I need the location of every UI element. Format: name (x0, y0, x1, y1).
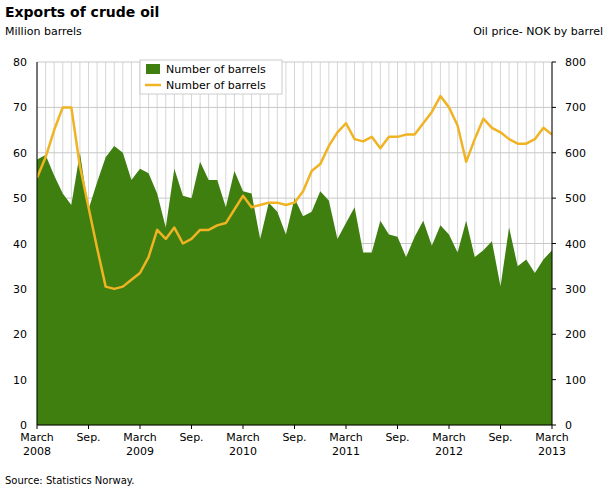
legend-box (140, 60, 282, 94)
x-tick-label: Sep. (282, 431, 306, 444)
x-tick-label-line: March (535, 431, 569, 444)
x-tick-label: Sep. (179, 431, 203, 444)
x-tick (140, 425, 141, 429)
y2-tick-label: 800 (565, 56, 586, 69)
x-tick-label-line: Sep. (179, 431, 203, 444)
x-tick (191, 425, 192, 429)
x-tick-label-line: Sep. (385, 431, 409, 444)
x-tick-label-line: March (226, 431, 260, 444)
y2-tick-label: 200 (565, 328, 586, 341)
y2-tick (552, 243, 556, 244)
y-tick-label: 40 (13, 238, 27, 251)
x-tick (294, 425, 295, 429)
y2-tick-label: 700 (565, 101, 586, 114)
y-grid (37, 107, 552, 108)
x-tick-label: Sep. (385, 431, 409, 444)
y2-tick (552, 152, 556, 153)
y-axis-label: Million barrels (5, 25, 82, 38)
y2-axis-label: Oil price- NOK by barrel (473, 25, 603, 38)
x-tick-label-line: 2011 (332, 445, 360, 458)
x-tick-label-line: March (20, 431, 54, 444)
x-tick-label-line: 2013 (538, 445, 566, 458)
y2-tick (552, 288, 556, 289)
x-tick (346, 425, 347, 429)
x-tick (397, 425, 398, 429)
source: Source: Statistics Norway. (5, 475, 134, 486)
y-tick-label: 30 (13, 283, 27, 296)
y2-axis (552, 62, 553, 425)
y2-tick (552, 425, 556, 426)
x-tick-label: March2010 (226, 431, 260, 458)
y-tick-label: 20 (13, 328, 27, 341)
y-tick-label: 80 (13, 56, 27, 69)
x-tick-label-line: Sep. (76, 431, 100, 444)
y2-tick-label: 600 (565, 147, 586, 160)
chart: Exports of crude oil Million barrels Oil p… (0, 0, 610, 488)
x-tick-label: March2013 (535, 431, 569, 458)
x-tick (88, 425, 89, 429)
x-tick-label: March2011 (329, 431, 363, 458)
y2-tick (552, 107, 556, 108)
legend-swatch (145, 84, 161, 87)
legend-swatch (146, 64, 160, 74)
legend-label: Number of barrels (166, 79, 266, 92)
y2-tick-label: 100 (565, 374, 586, 387)
plot-area (37, 96, 552, 425)
x-tick-label-line: 2012 (435, 445, 463, 458)
x-tick-label-line: 2008 (23, 445, 51, 458)
y2-tick (552, 334, 556, 335)
y-grid (37, 62, 552, 63)
x-tick-label: March2009 (123, 431, 157, 458)
y-tick-label: 50 (13, 192, 27, 205)
x-tick-label-line: March (329, 431, 363, 444)
y-tick-label: 60 (13, 147, 27, 160)
x-tick-label: Sep. (488, 431, 512, 444)
y2-tick (552, 198, 556, 199)
area (37, 146, 552, 425)
x-tick (37, 425, 38, 429)
x-tick-label-line: March (432, 431, 466, 444)
legend-label: Number of barrels (166, 63, 266, 76)
x-tick-label-line: Sep. (282, 431, 306, 444)
x-tick-label-line: March (123, 431, 157, 444)
x-tick-label: Sep. (76, 431, 100, 444)
x-tick (552, 425, 553, 429)
x-tick (449, 425, 450, 429)
y2-tick-label: 400 (565, 238, 586, 251)
y2-tick (552, 379, 556, 380)
y-tick-label: 70 (13, 101, 27, 114)
y-tick-label: 10 (13, 374, 27, 387)
y2-tick (552, 62, 556, 63)
y2-tick-label: 500 (565, 192, 586, 205)
x-tick (500, 425, 501, 429)
x-tick-label: March2008 (20, 431, 54, 458)
x-tick-label-line: 2009 (126, 445, 154, 458)
x-tick-label: March2012 (432, 431, 466, 458)
line (37, 96, 552, 289)
y-axis (37, 62, 38, 425)
x-tick-label-line: Sep. (488, 431, 512, 444)
x-tick-label-line: 2010 (229, 445, 257, 458)
x-grid (37, 62, 38, 425)
y2-tick-label: 300 (565, 283, 586, 296)
x-grid (552, 62, 553, 425)
x-tick (243, 425, 244, 429)
title: Exports of crude oil (5, 4, 159, 20)
